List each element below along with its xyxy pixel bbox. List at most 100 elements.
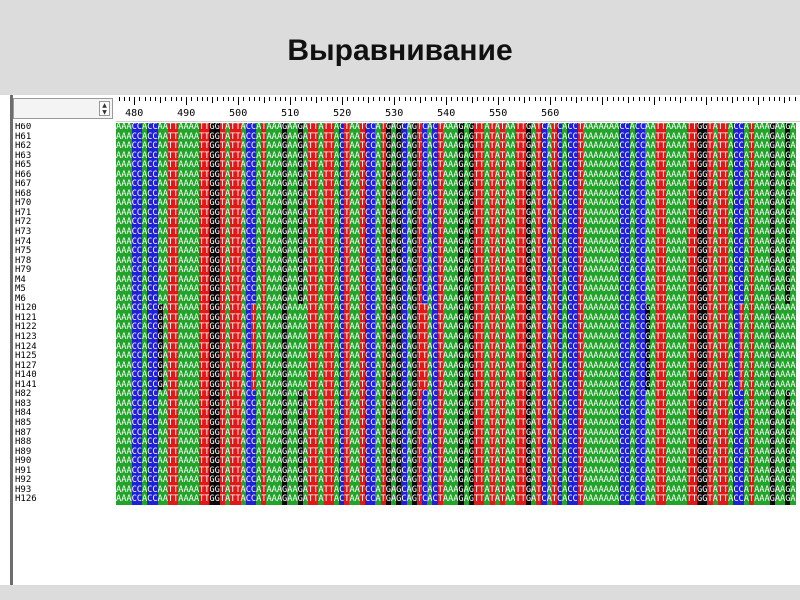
nucleotide: A (562, 408, 568, 419)
sequence-alignment[interactable]: AAACCACCAATTAAAATTGGTATTACCATAAAGAAGATTA… (116, 123, 800, 583)
sequence-name[interactable]: H84 (15, 408, 32, 419)
nucleotide: A (333, 465, 340, 477)
sequence-name[interactable]: H90 (15, 456, 32, 467)
nucleotide: T (323, 141, 329, 152)
sequence-name[interactable]: H79 (15, 265, 32, 276)
sequence-row[interactable]: AAACCACCGATTAAAATTGGTATTACTATAAAGAAAATTA… (116, 361, 800, 372)
sequence-name[interactable]: H74 (15, 236, 32, 247)
sequence-name[interactable]: H68 (15, 188, 32, 199)
sequence-name[interactable]: H73 (15, 227, 32, 238)
sequence-name[interactable]: H65 (15, 160, 32, 171)
nucleotide: C (147, 303, 153, 314)
sequence-name[interactable]: H125 (15, 351, 37, 362)
sequence-name[interactable]: H123 (15, 332, 37, 343)
sequence-row[interactable]: AAACCACCAATTAAAATTGGTATTACCATAAAGAAGATTA… (116, 217, 800, 229)
nucleotide: G (458, 141, 464, 152)
sequence-name[interactable]: H122 (15, 322, 37, 333)
sequence-row[interactable]: AAACCACCGATTAAAATTGGTATTACTATAAAGAAAATTA… (116, 342, 800, 353)
sequence-row[interactable]: AAACCACCAATTAAAATTGGTATTACCATAAAGAAGATTA… (116, 150, 800, 162)
sequence-name[interactable]: H62 (15, 141, 32, 152)
sequence-row[interactable]: AAACCACCAATTAAAATTGGTATTACCATAAAGAAGATTA… (116, 188, 800, 200)
sequence-name[interactable]: H126 (15, 494, 37, 505)
sequence-row[interactable]: AAACCACCAATTAAAATTGGTATTACCATAAAGAAGATTA… (116, 132, 800, 143)
sequence-row[interactable]: AAACCACCAATTAAAATTGGTATTACCATAAAGAAGATTA… (116, 247, 800, 257)
sequence-name[interactable]: H75 (15, 246, 32, 257)
sequence-row[interactable]: AAACCACCAATTAAAATTGGTATTACCATAAAGAAGATTA… (116, 142, 800, 152)
sequence-row[interactable]: AAACCACCAATTAAAATTGGTATTACCATAAAGAAGATTA… (116, 465, 800, 477)
sequence-name[interactable]: H63 (15, 150, 32, 161)
sequence-name[interactable]: M5 (15, 284, 26, 295)
sequence-name[interactable]: H140 (15, 370, 37, 381)
sequence-name[interactable]: H83 (15, 398, 32, 409)
sequence-row[interactable]: AAACCACCAATTAAAATTGGTATTACCATAAAGAAGATTA… (116, 446, 800, 458)
sequence-row[interactable]: AAACCACCAATTAAAATTGGTATTACCATAAAGAAGATTA… (116, 199, 800, 209)
sequence-row[interactable]: AAACCACCAATTAAAATTGGTATTACCATAAAGAAGATTA… (116, 457, 800, 467)
sequence-name[interactable]: H89 (15, 446, 32, 457)
sequence-row[interactable]: AAACCACCGATTAAAATTGGTATTACTATAAAGAAAATTA… (116, 379, 800, 391)
sequence-name[interactable]: M4 (15, 274, 26, 285)
sequence-name[interactable]: H121 (15, 312, 37, 323)
sequence-row[interactable]: AAACCACCGATTAAAATTGGTATTACTATAAAGAAAATTA… (116, 352, 800, 362)
sequence-row[interactable]: AAACCACCAATTAAAATTGGTATTACCATAAAGAAGATTA… (116, 161, 800, 171)
nucleotide: A (193, 446, 200, 458)
sequence-name[interactable]: H70 (15, 198, 32, 209)
sequence-name[interactable]: H60 (15, 123, 32, 132)
ruler-tick (295, 97, 297, 101)
sequence-row[interactable]: AAACCACCGATTAAAATTGGTATTACTATAAAGAAAATTA… (116, 371, 800, 381)
nucleotide: C (432, 188, 438, 200)
sequence-name[interactable]: H87 (15, 427, 32, 438)
sequence-row[interactable]: AAACCACCAATTAAAATTGGTATTACCATAAAGAAGATTA… (116, 409, 800, 419)
sequence-name[interactable]: H88 (15, 437, 32, 448)
sequence-name[interactable]: H92 (15, 475, 32, 486)
sequence-row[interactable]: AAACCACCAATTAAAATTGGTATTACCATAAAGAAGATTA… (116, 123, 800, 133)
sequence-name[interactable]: H61 (15, 131, 32, 142)
nucleotide: T (235, 217, 241, 229)
sequence-name[interactable]: H72 (15, 217, 32, 228)
sequence-name[interactable]: H85 (15, 417, 32, 428)
sequence-row[interactable]: AAACCACCGATTAAAATTGGTATTACTATAAAGAAAATTA… (116, 322, 800, 334)
sequence-row[interactable]: AAACCACCAATTAAAATTGGTATTACCATAAAGAAGATTA… (116, 399, 800, 410)
sequence-row[interactable]: AAACCACCAATTAAAATTGGTATTACCATAAAGAAGATTA… (116, 169, 800, 181)
sequence-name[interactable]: H120 (15, 303, 37, 314)
sequence-row[interactable]: AAACCACCAATTAAAATTGGTATTACCATAAAGAAGATTA… (116, 390, 800, 400)
nucleotide: A (178, 293, 184, 305)
sequence-row[interactable]: AAACCACCGATTAAAATTGGTATTACTATAAAGAAAATTA… (116, 313, 800, 324)
sequence-row[interactable]: AAACCACCAATTAAAATTGGTATTACCATAAAGAAGATTA… (116, 208, 800, 219)
sequence-name[interactable]: H127 (15, 360, 37, 371)
nucleotide: G (769, 265, 775, 276)
sequence-name[interactable]: H93 (15, 484, 32, 495)
sequence-row[interactable]: AAACCACCAATTAAAATTGGTATTACCATAAAGAAGATTA… (116, 227, 800, 238)
sequence-name[interactable]: H91 (15, 465, 32, 476)
nucleotide: G (702, 169, 708, 181)
sequence-name[interactable]: H67 (15, 179, 32, 190)
sequence-row[interactable]: AAACCACCAATTAAAATTGGTATTACCATAAAGAAGATTA… (116, 437, 800, 448)
nucleotide: G (785, 446, 791, 458)
sequence-name[interactable]: H66 (15, 169, 32, 180)
nucleotide: T (536, 303, 542, 314)
scroll-spinner[interactable]: ▲ ▼ (99, 101, 110, 116)
nucleotide: A (375, 322, 381, 334)
sequence-row[interactable]: AAACCACCAATTAAAATTGGTATTACCATAAAGAAGATTA… (116, 285, 800, 295)
sequence-name[interactable]: H78 (15, 255, 32, 266)
sequence-name[interactable]: M6 (15, 293, 26, 304)
sequence-row[interactable]: AAACCACCAATTAAAATTGGTATTACCATAAAGAAGATTA… (116, 237, 800, 248)
sequence-row[interactable]: AAACCACCAATTAAAATTGGTATTACCATAAAGAAGATTA… (116, 275, 800, 286)
sequence-row[interactable]: AAACCACCGATTAAAATTGGTATTACTATAAAGAAAATTA… (116, 304, 800, 314)
sequence-name[interactable]: H71 (15, 207, 32, 218)
nucleotide: T (380, 303, 386, 314)
sequence-row[interactable]: AAACCACCAATTAAAATTGGTATTACCATAAAGAAGATTA… (116, 256, 800, 267)
sequence-row[interactable]: AAACCACCGATTAAAATTGGTATTACTATAAAGAAAATTA… (116, 332, 800, 343)
nucleotide: A (562, 379, 568, 391)
sequence-name[interactable]: H82 (15, 389, 32, 400)
sequence-name[interactable]: H124 (15, 341, 37, 352)
nucleotide: A (598, 150, 604, 162)
nucleotide: C (152, 123, 158, 133)
sequence-row[interactable]: AAACCACCAATTAAAATTGGTATTACCATAAAGAAGATTA… (116, 266, 800, 276)
sequence-row[interactable]: AAACCACCAATTAAAATTGGTATTACCATAAAGAAGATTA… (116, 418, 800, 429)
sequence-name[interactable]: H141 (15, 379, 37, 390)
nucleotide: A (318, 169, 324, 181)
sequence-row[interactable]: AAACCACCAATTAAAATTGGTATTACCATAAAGAAGATTA… (116, 428, 800, 439)
sequence-row[interactable]: AAACCACCAATTAAAATTGGTATTACCATAAAGAAGATTA… (116, 293, 800, 305)
nucleotide: T (219, 265, 225, 276)
sequence-row[interactable]: AAACCACCAATTAAAATTGGTATTACCATAAAGAAGATTA… (116, 180, 800, 190)
